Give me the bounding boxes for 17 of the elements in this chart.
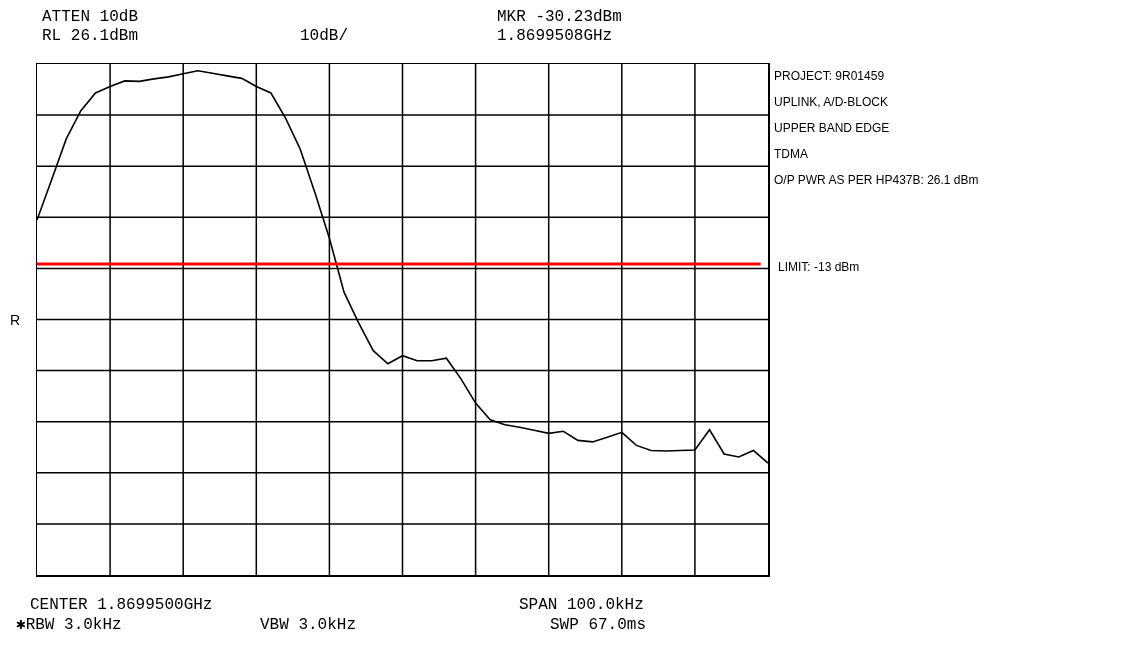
text: RL 26.1dBm	[42, 27, 139, 45]
text: 1.8699508GHz	[497, 27, 613, 45]
text: O/P PWR AS PER HP437B: 26.1 dBm	[774, 173, 979, 187]
text: 10dB/	[300, 27, 349, 45]
text: UPLINK, A/D-BLOCK	[774, 95, 889, 109]
text: ✱RBW 3.0kHz	[16, 616, 122, 634]
text: UPPER BAND EDGE	[774, 121, 890, 135]
text: ATTEN 10dB	[42, 8, 139, 26]
text: LIMIT: -13 dBm	[778, 260, 860, 274]
text: SWP 67.0ms	[550, 616, 647, 634]
text: TDMA	[774, 147, 808, 161]
text: SPAN 100.0kHz	[519, 596, 644, 614]
text: VBW 3.0kHz	[260, 616, 357, 634]
y-axis-title: R	[10, 312, 21, 328]
text: MKR -30.23dBm	[497, 8, 622, 26]
text: PROJECT: 9R01459	[774, 69, 885, 83]
text: CENTER 1.8699500GHz	[30, 596, 213, 614]
